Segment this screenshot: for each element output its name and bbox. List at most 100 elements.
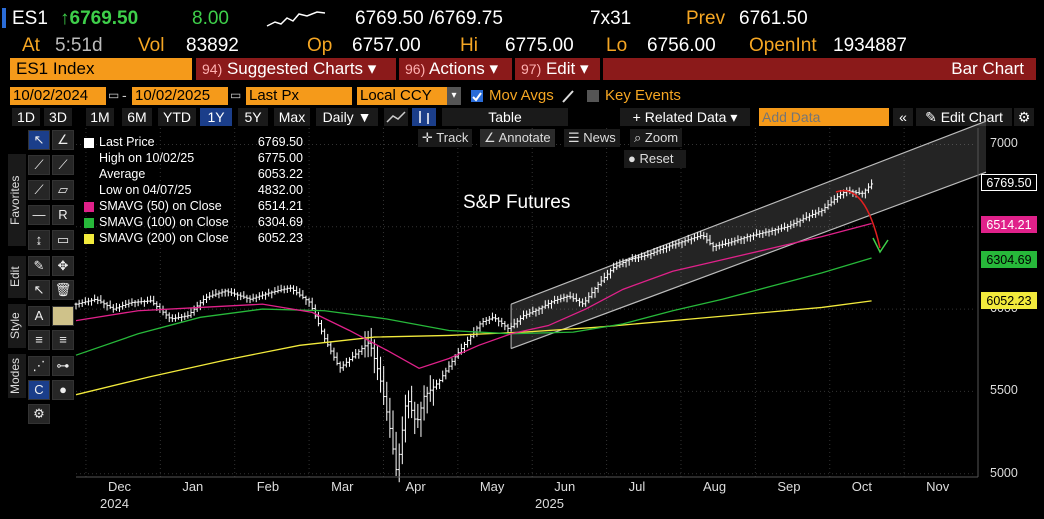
gear-icon[interactable]: ⚙	[1014, 108, 1034, 126]
legend-item[interactable]: SMAVG (200) on Close 6052.23	[82, 231, 307, 247]
range-5y[interactable]: 5Y	[238, 108, 268, 126]
range-1y[interactable]: 1Y	[200, 108, 232, 126]
fibonacci-icon[interactable]: ↨	[28, 230, 50, 250]
price-bar	[494, 314, 498, 322]
bar-chart-icon[interactable]	[412, 108, 436, 126]
price-bar	[720, 240, 724, 249]
green-arrowhead[interactable]	[872, 237, 889, 254]
draw-line-dropdown-icon[interactable]: ∠	[52, 130, 74, 150]
track-button[interactable]: ✛ Track	[418, 129, 473, 147]
security-field[interactable]: ES1 Index	[10, 58, 192, 80]
news-button[interactable]: ☰ News	[564, 129, 620, 147]
color-palette-icon[interactable]: ●	[52, 380, 74, 400]
start-date-field[interactable]: 10/02/2024	[10, 87, 106, 105]
low-label: Lo	[606, 35, 628, 56]
price-bar	[475, 325, 479, 337]
legend-item[interactable]: Last Price 6769.50	[82, 135, 307, 151]
price-bar	[236, 292, 240, 301]
price-bar	[149, 295, 153, 303]
cursor-icon[interactable]: ↖	[28, 130, 50, 150]
annotate-button[interactable]: ∠ Annotate	[480, 129, 555, 147]
price-bar	[466, 336, 470, 348]
text-icon[interactable]: R	[52, 205, 74, 225]
crosshair-mode-icon[interactable]: C	[28, 380, 50, 400]
edit-menu[interactable]: 97) Edit ▾	[515, 58, 600, 80]
legend-item[interactable]: Low on 04/07/25 4832.00	[82, 183, 307, 199]
calendar-icon[interactable]: ▭	[108, 88, 120, 102]
range-6m[interactable]: 6M	[122, 108, 152, 126]
mov-avgs-checkbox[interactable]	[471, 90, 483, 102]
field-selector[interactable]: Last Px	[246, 87, 352, 105]
chart-legend[interactable]: Last Price 6769.50 High on 10/02/25 6775.00…	[82, 135, 307, 250]
select-icon[interactable]: ↖	[28, 280, 50, 300]
price-bar	[683, 237, 687, 246]
rectangle-icon[interactable]: ▭	[52, 230, 74, 250]
price-bar	[565, 294, 569, 303]
red-forecast-arrow[interactable]	[835, 190, 881, 249]
x-tick-label: Nov	[926, 479, 950, 494]
trendline-icon[interactable]: ⟋	[28, 155, 50, 175]
channel-icon[interactable]: ▱	[52, 180, 74, 200]
line-weight-icon[interactable]: ≡	[28, 330, 50, 350]
color-swatch-icon[interactable]	[52, 306, 74, 326]
horizontal-line-icon[interactable]: —	[28, 205, 50, 225]
segment-icon[interactable]: ⟋	[28, 180, 50, 200]
pencil-icon[interactable]	[561, 88, 575, 104]
suggested-charts-menu[interactable]: 94) Suggested Charts ▾	[196, 58, 396, 80]
magnet-icon[interactable]: ⊶	[52, 356, 74, 376]
range-1m[interactable]: 1M	[86, 108, 114, 126]
pen-icon[interactable]: ✎	[28, 256, 50, 276]
suggested-charts-num: 94)	[202, 61, 223, 77]
line-style-icon[interactable]: ≡	[52, 330, 74, 350]
range-1d[interactable]: 1D	[12, 108, 40, 126]
edit-chart-button[interactable]: ✎ Edit Chart	[916, 108, 1012, 126]
range-max[interactable]: Max	[274, 108, 310, 126]
related-data-button[interactable]: + Related Data ▾	[620, 108, 750, 126]
legend-item[interactable]: High on 10/02/25 6775.00	[82, 151, 307, 167]
last-price: ↑6769.50	[60, 8, 139, 29]
chevron-down-icon[interactable]: ▾	[447, 87, 461, 105]
actions-menu[interactable]: 96) Actions ▾	[399, 58, 512, 80]
collapse-icon[interactable]: «	[893, 108, 913, 126]
price-bar	[260, 291, 264, 300]
frequency-dropdown[interactable]: Daily ▼	[316, 108, 378, 126]
table-button[interactable]: Table	[442, 108, 568, 126]
price-bar	[431, 379, 435, 406]
reset-button[interactable]: ● Reset	[624, 150, 686, 168]
price-bar	[170, 314, 174, 322]
line-chart-icon[interactable]	[384, 108, 408, 126]
price-bar	[649, 250, 653, 259]
trash-icon[interactable]: 🗑	[52, 280, 74, 300]
move-icon[interactable]: ✥	[52, 256, 74, 276]
open-label: Op	[307, 35, 333, 56]
add-data-input[interactable]	[759, 108, 889, 126]
price-bar	[251, 293, 255, 302]
price-bar	[158, 303, 162, 313]
font-icon[interactable]: A	[28, 306, 50, 326]
currency-selector[interactable]: Local CCY	[357, 87, 455, 105]
range-ytd[interactable]: YTD	[158, 108, 196, 126]
legend-item[interactable]: Average 6053.22	[82, 167, 307, 183]
calendar-icon[interactable]: ▭	[230, 88, 242, 102]
y-axis-value-tag: 6769.50	[981, 174, 1037, 192]
channel-lower-line[interactable]	[510, 171, 987, 350]
settings-icon[interactable]: ⚙	[28, 404, 50, 424]
price-bar	[671, 240, 675, 249]
price-bar	[652, 247, 656, 257]
trend-channel[interactable]	[510, 120, 987, 350]
end-date-field[interactable]: 10/02/2025	[132, 87, 228, 105]
drawing-tools-panel: Favorites Edit Style Modes ↖ ∠ ⟋ ⟋ ⟋ ▱ —…	[0, 128, 80, 428]
ray-icon[interactable]: ⟋	[52, 155, 74, 175]
legend-swatch	[84, 138, 94, 148]
price-bar	[689, 236, 693, 245]
range-3d[interactable]: 3D	[44, 108, 72, 126]
zoom-button[interactable]: ⌕ Zoom	[630, 129, 683, 147]
key-events-checkbox[interactable]	[587, 90, 599, 102]
channel-upper-line[interactable]	[510, 120, 987, 305]
legend-item[interactable]: SMAVG (50) on Close 6514.21	[82, 199, 307, 215]
forecast-arrows[interactable]	[835, 190, 889, 254]
dotted-line-icon[interactable]: ⋰	[28, 356, 50, 376]
chart-annotation[interactable]: S&P Futures	[463, 192, 571, 213]
legend-item[interactable]: SMAVG (100) on Close 6304.69	[82, 215, 307, 231]
